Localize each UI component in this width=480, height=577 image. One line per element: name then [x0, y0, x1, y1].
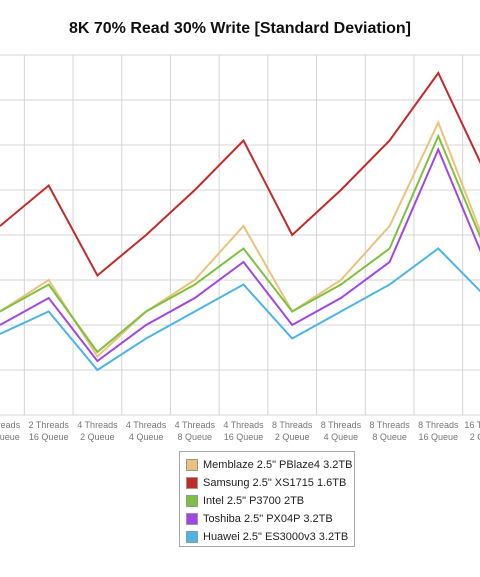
legend-label: Intel 2.5" P3700 2TB: [203, 495, 305, 507]
legend-swatch: [186, 477, 198, 489]
series-layer: [0, 71, 480, 372]
legend-swatch: [186, 531, 198, 543]
legend-item: Intel 2.5" P3700 2TB: [186, 492, 354, 510]
legend-swatch: [186, 513, 198, 525]
legend-item: Huawei 2.5" ES3000v3 3.2TB: [186, 528, 354, 546]
x-tick-label: 8 Threads 2 Queue: [272, 420, 313, 442]
legend-item: Memblaze 2.5" PBlaze4 3.2TB: [186, 456, 354, 474]
x-tick-label: 4 Threads 2 Queue: [77, 420, 118, 442]
series-line-5: [0, 247, 480, 372]
legend-label: Memblaze 2.5" PBlaze4 3.2TB: [203, 459, 353, 471]
x-tick-label: 8 Threads 8 Queue: [369, 420, 410, 442]
legend-item: Samsung 2.5" XS1715 1.6TB: [186, 474, 354, 492]
x-tick-label: 4 Threads 4 Queue: [126, 420, 167, 442]
legend-item: Toshiba 2.5" PX04P 3.2TB: [186, 510, 354, 528]
series-line-1: [0, 119, 480, 359]
legend-label: Toshiba 2.5" PX04P 3.2TB: [203, 513, 333, 525]
x-tick-label: 4 Threads 8 Queue: [175, 420, 216, 442]
series-line-3: [0, 133, 480, 354]
x-tick-label: 4 Threads 16 Queue: [223, 420, 264, 442]
legend-label: Huawei 2.5" ES3000v3 3.2TB: [203, 531, 349, 543]
x-tick-label: 2 Threads 16 Queue: [29, 420, 70, 442]
chart-title: 8K 70% Read 30% Write [Standard Deviatio…: [68, 20, 412, 37]
series-line-4: [0, 146, 480, 363]
grid-layer: [0, 54, 480, 416]
legend-swatch: [186, 495, 198, 507]
legend-swatch: [186, 459, 198, 471]
x-tick-label: 8 Threads 16 Queue: [418, 420, 459, 442]
series-line-2: [0, 71, 480, 278]
x-tick-label: 8 Threads 4 Queue: [321, 420, 362, 442]
legend-label: Samsung 2.5" XS1715 1.6TB: [203, 477, 347, 489]
legend: Memblaze 2.5" PBlaze4 3.2TB Samsung 2.5" …: [179, 451, 355, 547]
